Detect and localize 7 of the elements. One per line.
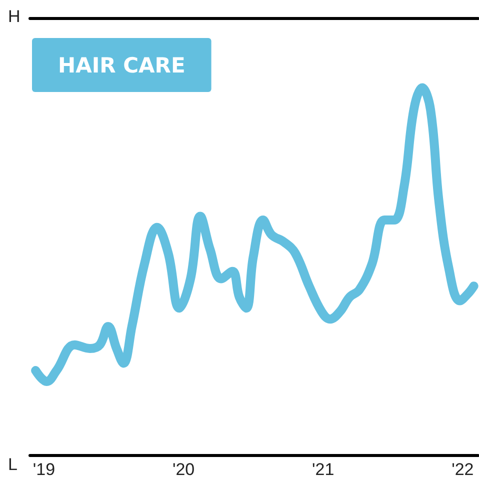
chart-title: HAIR CARE: [58, 54, 186, 78]
text: L: [8, 455, 18, 474]
x-tick-label: '22: [452, 460, 474, 479]
x-tick-label: '19: [32, 460, 56, 479]
x-tick-label: '21: [312, 460, 334, 479]
text: H: [8, 7, 20, 26]
x-tick-label: '20: [172, 460, 195, 479]
